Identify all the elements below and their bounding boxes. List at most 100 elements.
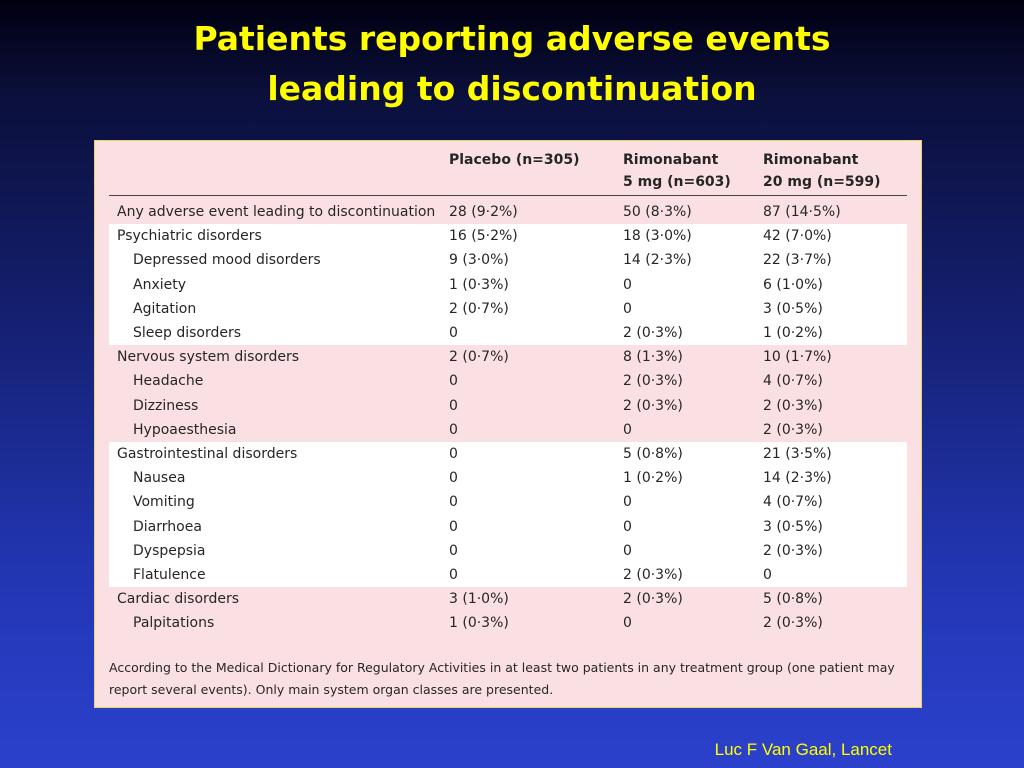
table-row: Diarrhoea 0 0 3 (0·5%) [109,514,907,539]
cell-placebo: 0 [449,542,458,559]
cell-rimonabant-20mg: 2 (0·3%) [763,542,823,559]
cell-placebo: 0 [449,446,458,462]
cell-placebo: 28 (9·2%) [449,204,518,220]
cell-placebo: 0 [449,397,458,414]
cell-placebo: 9 (3·0%) [449,252,509,269]
row-label: Gastrointestinal disorders [117,446,298,462]
cell-placebo: 0 [449,518,458,535]
cell-rimonabant-20mg: 3 (0·5%) [763,300,823,317]
cell-rimonabant-20mg: 87 (14·5%) [763,204,841,220]
table-row: Dyspepsia 0 0 2 (0·3%) [109,538,907,563]
row-label: Dyspepsia [133,542,206,559]
cell-rimonabant-5mg: 2 (0·3%) [623,567,683,583]
table-row: Gastrointestinal disorders 0 5 (0·8%) 21 (3… [109,442,907,467]
row-label: Any adverse event leading to discontinua… [117,204,436,220]
cell-rimonabant-5mg: 2 (0·3%) [623,373,683,390]
cell-rimonabant-20mg: 4 (0·7%) [763,373,823,390]
row-label: Hypoaesthesia [133,421,237,438]
table-row: Vomiting 0 0 4 (0·7%) [109,490,907,515]
cell-placebo: 3 (1·0%) [449,591,509,608]
cell-rimonabant-5mg: 50 (8·3%) [623,204,692,220]
header-rimonabant-5mg-line-2: 5 mg (n=603) [623,174,731,190]
table-row: Dizziness 0 2 (0·3%) 2 (0·3%) [109,394,907,418]
cell-placebo: 0 [449,470,458,487]
cell-placebo: 16 (5·2%) [449,228,518,245]
citation-credit: Luc F Van Gaal, Lancet [714,740,892,759]
cell-rimonabant-5mg: 0 [623,518,632,535]
row-label: Anxiety [133,276,187,293]
cell-rimonabant-5mg: 14 (2·3%) [623,252,692,269]
cell-rimonabant-20mg: 3 (0·5%) [763,518,823,535]
cell-placebo: 0 [449,325,458,341]
table-row: Nervous system disorders 2 (0·7%) 8 (1·3%)… [109,345,907,369]
table-row: Palpitations 1 (0·3%) 0 2 (0·3%) [109,611,907,635]
cell-rimonabant-5mg: 0 [623,421,632,438]
table-row: Nausea 0 1 (0·2%) 14 (2·3%) [109,466,907,491]
cell-placebo: 1 (0·3%) [449,276,509,293]
cell-placebo: 1 (0·3%) [449,615,509,632]
cell-placebo: 0 [449,567,458,583]
cell-rimonabant-5mg: 2 (0·3%) [623,397,683,414]
row-label: Cardiac disorders [117,591,240,608]
row-label: Palpitations [133,615,215,632]
table-row: Anxiety 1 (0·3%) 0 6 (1·0%) [109,272,907,297]
cell-rimonabant-20mg: 14 (2·3%) [763,470,832,487]
table-row: Sleep disorders 0 2 (0·3%) 1 (0·2%) [109,321,907,346]
adverse-events-table: Placebo (n=305) Rimonabant 5 mg (n=603) … [94,140,922,708]
slide-title-line-2: leading to discontinuation [267,69,757,108]
cell-rimonabant-20mg: 1 (0·2%) [763,325,823,341]
cell-rimonabant-5mg: 2 (0·3%) [623,591,683,608]
row-label: Nausea [133,470,186,487]
cell-rimonabant-20mg: 22 (3·7%) [763,252,832,269]
table-row: Headache 0 2 (0·3%) 4 (0·7%) [109,369,907,393]
cell-rimonabant-20mg: 2 (0·3%) [763,397,823,414]
cell-rimonabant-5mg: 0 [623,494,632,511]
cell-rimonabant-5mg: 18 (3·0%) [623,228,692,245]
cell-placebo: 0 [449,494,458,511]
row-label: Diarrhoea [133,518,202,535]
cell-rimonabant-5mg: 8 (1·3%) [623,349,683,366]
table-row: Any adverse event leading to discontinua… [109,200,907,224]
row-label: Agitation [133,300,197,317]
cell-rimonabant-5mg: 0 [623,542,632,559]
cell-rimonabant-20mg: 6 (1·0%) [763,276,823,293]
cell-placebo: 2 (0·7%) [449,300,509,317]
cell-rimonabant-20mg: 0 [763,567,772,583]
cell-rimonabant-5mg: 0 [623,300,632,317]
row-label: Psychiatric disorders [117,228,262,245]
table-row: Hypoaesthesia 0 0 2 (0·3%) [109,418,907,442]
cell-rimonabant-5mg: 1 (0·2%) [623,470,683,487]
header-placebo: Placebo (n=305) [449,152,580,168]
cell-placebo: 0 [449,373,458,390]
cell-rimonabant-20mg: 21 (3·5%) [763,446,832,462]
slide-title: Patients reporting adverse events leadin… [0,14,1024,114]
table-row: Cardiac disorders 3 (1·0%) 2 (0·3%) 5 (0·8%… [109,587,907,611]
table-row: Depressed mood disorders 9 (3·0%) 14 (2·3%… [109,248,907,273]
table-row: Agitation 2 (0·7%) 0 3 (0·5%) [109,296,907,321]
cell-rimonabant-5mg: 0 [623,615,632,632]
row-label: Depressed mood disorders [133,252,321,269]
table-row: Psychiatric disorders 16 (5·2%) 18 (3·0%) 4… [109,224,907,249]
row-label: Dizziness [133,397,199,414]
cell-rimonabant-20mg: 4 (0·7%) [763,494,823,511]
table-footnote: According to the Medical Dictionary for … [109,657,909,701]
cell-rimonabant-20mg: 2 (0·3%) [763,615,823,632]
footnote-line-2: report several events). Only main system… [109,682,554,697]
header-rimonabant-20mg-line-2: 20 mg (n=599) [763,174,881,190]
row-label: Sleep disorders [133,325,242,341]
cell-rimonabant-5mg: 5 (0·8%) [623,446,683,462]
row-label: Vomiting [133,494,195,511]
row-label: Nervous system disorders [117,349,300,366]
table-row: Flatulence 0 2 (0·3%) 0 [109,563,907,588]
header-rimonabant-20mg: Rimonabant 20 mg (n=599) [763,149,881,193]
header-rimonabant-5mg: Rimonabant 5 mg (n=603) [623,149,731,193]
cell-rimonabant-20mg: 42 (7·0%) [763,228,832,245]
footnote-line-1: According to the Medical Dictionary for … [109,660,895,675]
header-rimonabant-20mg-line-1: Rimonabant [763,152,859,168]
cell-rimonabant-5mg: 0 [623,276,632,293]
table-header: Placebo (n=305) Rimonabant 5 mg (n=603) … [109,141,907,196]
cell-rimonabant-20mg: 2 (0·3%) [763,421,823,438]
cell-rimonabant-5mg: 2 (0·3%) [623,325,683,341]
cell-placebo: 0 [449,421,458,438]
header-rimonabant-5mg-line-1: Rimonabant [623,152,719,168]
